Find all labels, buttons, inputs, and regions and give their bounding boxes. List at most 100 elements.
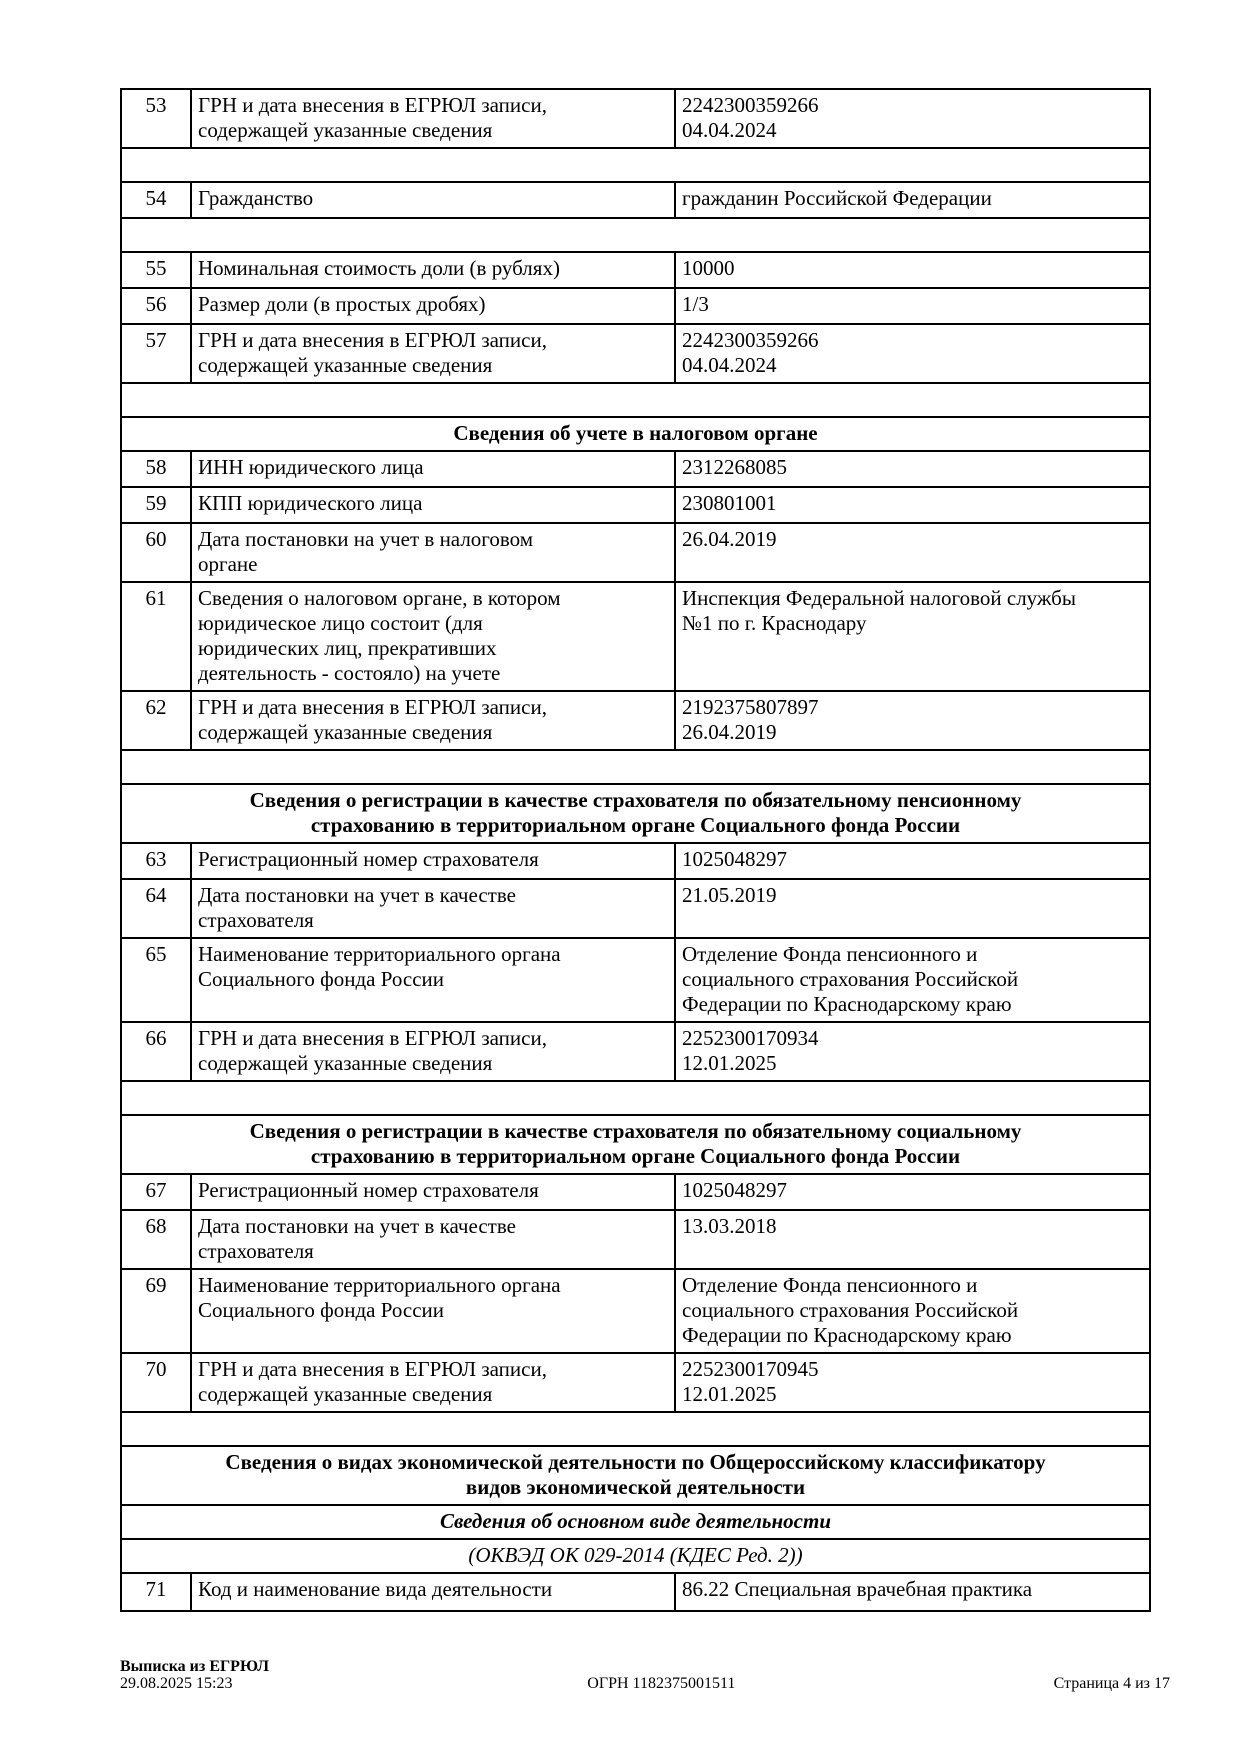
- table-row: 68 Дата постановки на учет в качестве стр…: [122, 1211, 1149, 1270]
- row-number-cell: 53: [122, 90, 192, 147]
- table-row: 61 Сведения о налоговом органе, в котором…: [122, 583, 1149, 692]
- table-row: 57 ГРН и дата внесения в ЕГРЮЛ записи, со…: [122, 325, 1149, 384]
- table-row: 59 КПП юридического лица 230801001: [122, 488, 1149, 524]
- row-value-cell: Инспекция Федеральной налоговой службы №…: [682, 586, 1076, 635]
- spacer-row: [122, 149, 1149, 183]
- row-value-cell: 2252300170934 12.01.2025: [682, 1026, 819, 1075]
- row-number-cell: 68: [122, 1211, 192, 1268]
- row-number-cell: 66: [122, 1023, 192, 1080]
- table-row: 67 Регистрационный номер страхователя 1025…: [122, 1175, 1149, 1211]
- row-value-cell: 13.03.2018: [682, 1214, 777, 1238]
- row-value-cell: 2312268085: [682, 455, 787, 479]
- table-row: 69 Наименование территориального органа С…: [122, 1270, 1149, 1354]
- row-label-cell: Регистрационный номер страхователя: [192, 1175, 676, 1209]
- row-number-cell: 71: [122, 1574, 192, 1610]
- row-value-cell: 2192375807897 26.04.2019: [682, 695, 819, 744]
- row-value-cell: 2242300359266 04.04.2024: [682, 328, 819, 377]
- row-number-cell: 64: [122, 880, 192, 937]
- row-number-cell: 57: [122, 325, 192, 382]
- row-value-cell: 1/3: [682, 292, 709, 316]
- spacer-row: [122, 219, 1149, 253]
- section-header-row: Сведения о регистрации в качестве страхо…: [122, 785, 1149, 844]
- spacer-row: [122, 751, 1149, 785]
- row-value-cell: 2252300170945 12.01.2025: [682, 1357, 819, 1406]
- row-value-cell: 1025048297: [682, 1178, 787, 1202]
- section-header-text: Сведения о регистрации в качестве страхо…: [249, 788, 1022, 837]
- row-value-cell: 21.05.2019: [682, 883, 777, 907]
- table-row: 55 Номинальная стоимость доли (в рублях) 1…: [122, 253, 1149, 289]
- table-row: 71 Код и наименование вида деятельности 86…: [122, 1574, 1149, 1610]
- row-value-cell: 26.04.2019: [682, 527, 777, 551]
- row-label-cell: Дата постановки на учет в качестве страх…: [192, 880, 676, 937]
- row-label-cell: Наименование территориального органа Соц…: [192, 939, 676, 1021]
- row-label-cell: ГРН и дата внесения в ЕГРЮЛ записи, соде…: [192, 1354, 676, 1411]
- table-row: 53 ГРН и дата внесения в ЕГРЮЛ записи, со…: [122, 90, 1149, 149]
- row-number-cell: 69: [122, 1270, 192, 1352]
- row-label-cell: Наименование территориального органа Соц…: [192, 1270, 676, 1352]
- footer-datetime: 29.08.2025 15:23: [120, 1675, 233, 1692]
- section-header-text: Сведения об основном виде деятельности: [440, 1509, 831, 1533]
- row-number-cell: 60: [122, 524, 192, 581]
- egrul-table: 53 ГРН и дата внесения в ЕГРЮЛ записи, со…: [120, 88, 1151, 1612]
- table-row: 56 Размер доли (в простых дробях) 1/3: [122, 289, 1149, 325]
- row-number-cell: 54: [122, 183, 192, 217]
- row-value-cell: гражданин Российской Федерации: [682, 186, 992, 210]
- row-label-cell: Гражданство: [192, 183, 676, 217]
- row-label-cell: ИНН юридического лица: [192, 452, 676, 486]
- footer-doc-title: Выписка из ЕГРЮЛ: [120, 1658, 270, 1675]
- row-number-cell: 67: [122, 1175, 192, 1209]
- row-label-cell: Номинальная стоимость доли (в рублях): [192, 253, 676, 287]
- footer-ogrn: ОГРН 1182375001511: [587, 1675, 736, 1692]
- row-value-cell: 2242300359266 04.04.2024: [682, 93, 819, 142]
- section-header-row: Сведения о видах экономической деятельно…: [122, 1447, 1149, 1506]
- row-value-cell: 86.22 Специальная врачебная практика: [682, 1577, 1033, 1601]
- page-footer: Выписка из ЕГРЮЛ 29.08.2025 15:23 ОГРН 1…: [120, 1658, 1170, 1692]
- table-row: 60 Дата постановки на учет в налоговом ор…: [122, 524, 1149, 583]
- row-label-cell: Регистрационный номер страхователя: [192, 844, 676, 878]
- section-header-row: Сведения о регистрации в качестве страхо…: [122, 1116, 1149, 1175]
- row-number-cell: 61: [122, 583, 192, 690]
- row-label-cell: ГРН и дата внесения в ЕГРЮЛ записи, соде…: [192, 692, 676, 749]
- table-row: 70 ГРН и дата внесения в ЕГРЮЛ записи, со…: [122, 1354, 1149, 1413]
- row-number-cell: 59: [122, 488, 192, 522]
- row-label-cell: Сведения о налоговом органе, в котором ю…: [192, 583, 676, 690]
- table-row: 64 Дата постановки на учет в качестве стр…: [122, 880, 1149, 939]
- row-number-cell: 56: [122, 289, 192, 323]
- spacer-row: [122, 1413, 1149, 1447]
- section-header-text: (ОКВЭД ОК 029-2014 (КДЕС Ред. 2)): [468, 1543, 803, 1567]
- footer-page-number: Страница 4 из 17: [1053, 1675, 1170, 1692]
- section-header-text: Сведения о регистрации в качестве страхо…: [249, 1119, 1022, 1168]
- row-number-cell: 70: [122, 1354, 192, 1411]
- row-label-cell: Код и наименование вида деятельности: [192, 1574, 676, 1610]
- row-label-cell: ГРН и дата внесения в ЕГРЮЛ записи, соде…: [192, 325, 676, 382]
- row-label-cell: ГРН и дата внесения в ЕГРЮЛ записи, соде…: [192, 1023, 676, 1080]
- row-label-cell: Размер доли (в простых дробях): [192, 289, 676, 323]
- row-number-cell: 58: [122, 452, 192, 486]
- table-row: 63 Регистрационный номер страхователя 1025…: [122, 844, 1149, 880]
- table-row: 58 ИНН юридического лица 2312268085: [122, 452, 1149, 488]
- section-header-text: Сведения о видах экономической деятельно…: [225, 1450, 1046, 1499]
- table-row: 62 ГРН и дата внесения в ЕГРЮЛ записи, со…: [122, 692, 1149, 751]
- row-label-cell: КПП юридического лица: [192, 488, 676, 522]
- section-header-row: (ОКВЭД ОК 029-2014 (КДЕС Ред. 2)): [122, 1540, 1149, 1574]
- spacer-row: [122, 384, 1149, 418]
- row-number-cell: 65: [122, 939, 192, 1021]
- row-value-cell: Отделение Фонда пенсионного и социальног…: [682, 1273, 1019, 1347]
- row-value-cell: Отделение Фонда пенсионного и социальног…: [682, 942, 1019, 1016]
- row-number-cell: 55: [122, 253, 192, 287]
- row-number-cell: 62: [122, 692, 192, 749]
- table-row: 65 Наименование территориального органа С…: [122, 939, 1149, 1023]
- section-header-row: Сведения об основном виде деятельности: [122, 1506, 1149, 1540]
- row-value-cell: 10000: [682, 256, 735, 280]
- section-header-text: Сведения об учете в налоговом органе: [453, 421, 818, 445]
- row-value-cell: 1025048297: [682, 847, 787, 871]
- row-label-cell: Дата постановки на учет в качестве страх…: [192, 1211, 676, 1268]
- row-label-cell: Дата постановки на учет в налоговом орга…: [192, 524, 676, 581]
- footer-left: Выписка из ЕГРЮЛ 29.08.2025 15:23: [120, 1658, 269, 1692]
- table-row: 66 ГРН и дата внесения в ЕГРЮЛ записи, со…: [122, 1023, 1149, 1082]
- row-label-cell: ГРН и дата внесения в ЕГРЮЛ записи, соде…: [192, 90, 676, 147]
- table-row: 54 Гражданство гражданин Российской Федера…: [122, 183, 1149, 219]
- row-value-cell: 230801001: [682, 491, 777, 515]
- row-number-cell: 63: [122, 844, 192, 878]
